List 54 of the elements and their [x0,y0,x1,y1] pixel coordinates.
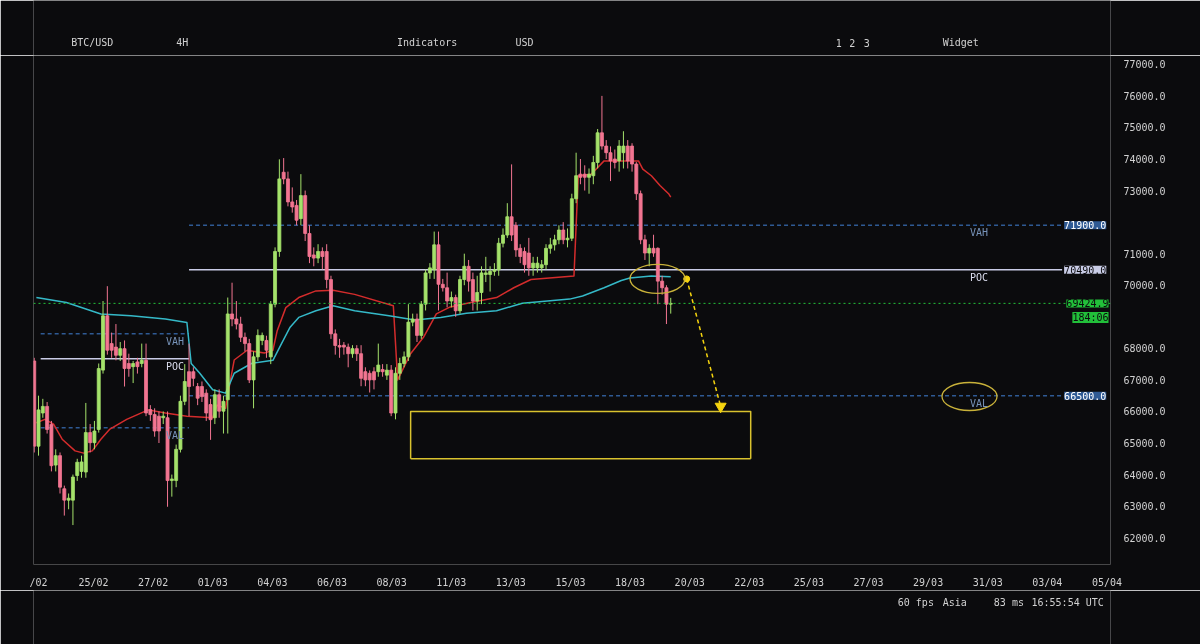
x-tick-label: 20/03 [674,576,705,588]
y-tick-label: 71000.0 [1123,248,1166,260]
data-label: 71900.0 [1064,220,1107,232]
x-tick-label: 03/04 [1032,576,1063,588]
x-tick-label: 01/03 [197,576,228,588]
x-tick-label: 31/03 [972,576,1003,588]
text: Widget [942,37,979,48]
text: 2 [849,37,856,49]
y-tick-label: 75000.0 [1123,122,1166,134]
ref-line-label: 69424.9 184:06 [1066,298,1109,323]
y-tick-label: 62000.0 [1123,532,1166,544]
y-tick-label: 76000.0 [1123,90,1166,102]
x-tick-label: 27/02 [138,576,169,588]
x-tick-label: 29/03 [913,576,944,588]
text: Indicators [396,37,458,48]
text: Asia [942,597,967,608]
x-tick-label: 15/03 [555,576,586,588]
y-tick-label: 66000.0 [1123,406,1166,418]
data-label: 66500.0 [1064,390,1107,402]
y-tick-label: 68000.0 [1123,343,1166,355]
chart-subtitle: 4H [176,37,189,48]
x-tick-label: 13/03 [495,576,526,588]
x-tick-label: 08/03 [376,576,407,588]
series-label: VAL [970,397,989,409]
y-tick-label: 67000.0 [1123,374,1166,386]
series-label: VAH [165,335,185,347]
x-tick-label: 06/03 [316,576,348,588]
x-tick-label: 11/03 [436,576,467,588]
text: USD [515,37,534,48]
x-tick-label: 04/03 [257,576,288,588]
x-tick-label: /02 [29,576,48,588]
x-tick-label: 25/03 [793,576,824,588]
y-tick-label: 64000.0 [1123,469,1166,481]
text: 3 [863,37,870,49]
chart-title: BTC/USD [71,37,114,48]
series-label: POC [165,360,185,372]
x-tick-label: 25/02 [78,576,109,588]
series-label: VAH [970,227,989,239]
series-label: POC [970,271,989,283]
y-tick-label: 77000.0 [1123,59,1166,71]
y-tick-label: 65000.0 [1123,438,1166,450]
data-label: 70490.0 [1064,264,1107,276]
y-tick-label: 73000.0 [1123,185,1166,197]
y-tick-label: 63000.0 [1123,501,1166,513]
x-tick-label: 27/03 [853,576,884,588]
y-tick-label: 70000.0 [1123,280,1166,292]
text: 16:55:54 UTC [1031,597,1104,608]
x-tick-label: 18/03 [615,576,646,588]
text: 83 ms [993,597,1024,608]
y-tick-label: 74000.0 [1123,154,1166,165]
x-tick-label: 05/04 [1091,576,1122,588]
text: 60 fps [897,597,934,608]
text: 1 [835,37,842,49]
x-tick-label: 22/03 [734,576,765,588]
